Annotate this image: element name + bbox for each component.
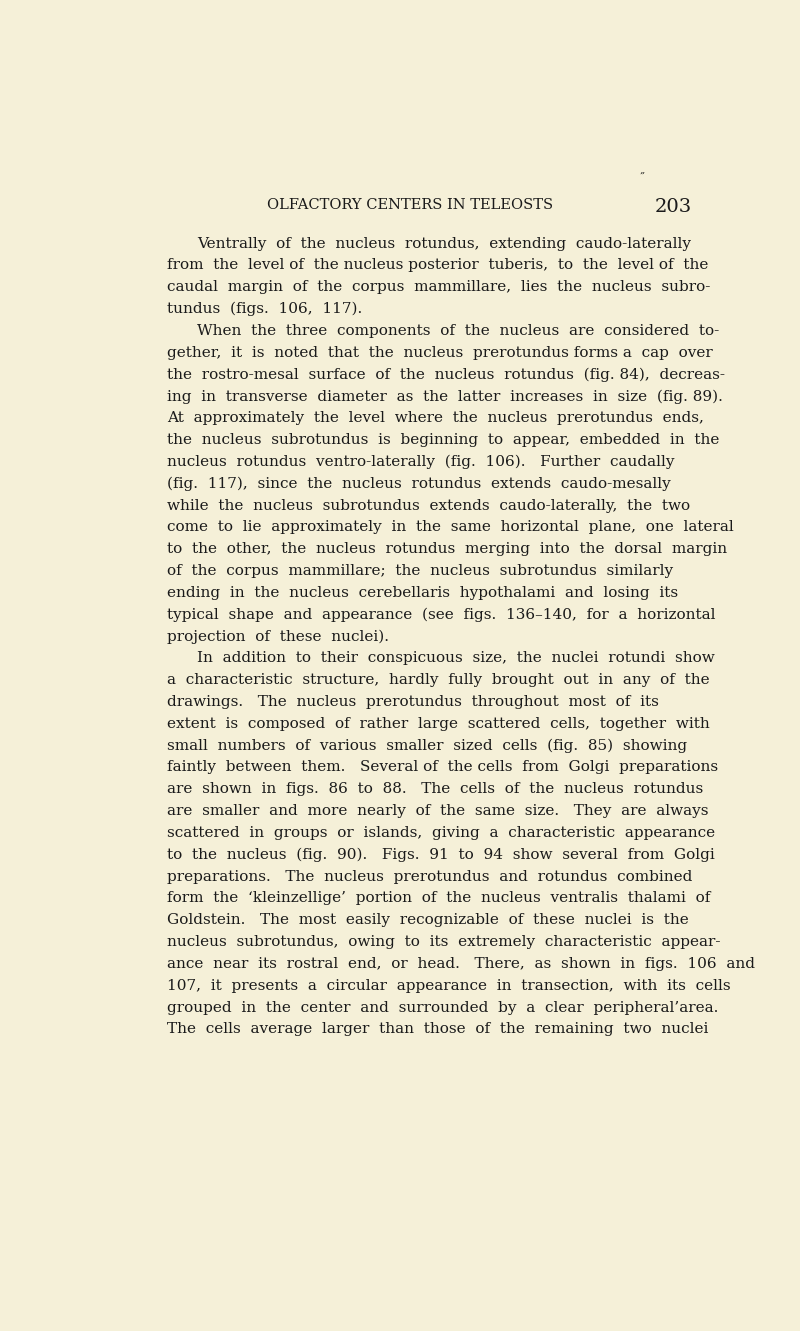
Text: are  smaller  and  more  nearly  of  the  same  size.   They  are  always: are smaller and more nearly of the same … [167,804,709,819]
Text: drawings.   The  nucleus  prerotundus  throughout  most  of  its: drawings. The nucleus prerotundus throug… [167,695,659,709]
Text: Ventrally  of  the  nucleus  rotundus,  extending  caudo-laterally: Ventrally of the nucleus rotundus, exten… [197,237,690,250]
Text: nucleus  subrotundus,  owing  to  its  extremely  characteristic  appear-: nucleus subrotundus, owing to its extrem… [167,936,721,949]
Text: caudal  margin  of  the  corpus  mammillare,  lies  the  nucleus  subro-: caudal margin of the corpus mammillare, … [167,281,710,294]
Text: form  the  ‘kleinzellige’  portion  of  the  nucleus  ventralis  thalami  of: form the ‘kleinzellige’ portion of the n… [167,892,710,905]
Text: When  the  three  components  of  the  nucleus  are  considered  to-: When the three components of the nucleus… [197,323,719,338]
Text: 107,  it  presents  a  circular  appearance  in  transection,  with  its  cells: 107, it presents a circular appearance i… [167,978,730,993]
Text: Goldstein.   The  most  easily  recognizable  of  these  nuclei  is  the: Goldstein. The most easily recognizable … [167,913,689,928]
Text: ing  in  transverse  diameter  as  the  latter  increases  in  size  (fig. 89).: ing in transverse diameter as the latter… [167,390,723,403]
Text: nucleus  rotundus  ventro-laterally  (fig.  106).   Further  caudally: nucleus rotundus ventro-laterally (fig. … [167,455,674,470]
Text: In  addition  to  their  conspicuous  size,  the  nuclei  rotundi  show: In addition to their conspicuous size, t… [197,651,714,666]
Text: of  the  corpus  mammillare;  the  nucleus  subrotundus  similarly: of the corpus mammillare; the nucleus su… [167,564,673,578]
Text: (fig.  117),  since  the  nucleus  rotundus  extends  caudo-mesally: (fig. 117), since the nucleus rotundus e… [167,476,670,491]
Text: faintly  between  them.   Several of  the cells  from  Golgi  preparations: faintly between them. Several of the cel… [167,760,718,775]
Text: scattered  in  groups  or  islands,  giving  a  characteristic  appearance: scattered in groups or islands, giving a… [167,827,715,840]
Text: to  the  nucleus  (fig.  90).   Figs.  91  to  94  show  several  from  Golgi: to the nucleus (fig. 90). Figs. 91 to 94… [167,848,714,862]
Text: 203: 203 [655,197,692,216]
Text: ”: ” [639,172,645,181]
Text: the  nucleus  subrotundus  is  beginning  to  appear,  embedded  in  the: the nucleus subrotundus is beginning to … [167,433,719,447]
Text: a  characteristic  structure,  hardly  fully  brought  out  in  any  of  the: a characteristic structure, hardly fully… [167,673,710,687]
Text: At  approximately  the  level  where  the  nucleus  prerotundus  ends,: At approximately the level where the nuc… [167,411,704,425]
Text: projection  of  these  nuclei).: projection of these nuclei). [167,630,389,644]
Text: while  the  nucleus  subrotundus  extends  caudo-laterally,  the  two: while the nucleus subrotundus extends ca… [167,499,690,512]
Text: are  shown  in  figs.  86  to  88.   The  cells  of  the  nucleus  rotundus: are shown in figs. 86 to 88. The cells o… [167,783,703,796]
Text: the  rostro-mesal  surface  of  the  nucleus  rotundus  (fig. 84),  decreas-: the rostro-mesal surface of the nucleus … [167,367,725,382]
Text: extent  is  composed  of  rather  large  scattered  cells,  together  with: extent is composed of rather large scatt… [167,717,710,731]
Text: The  cells  average  larger  than  those  of  the  remaining  two  nuclei: The cells average larger than those of t… [167,1022,708,1037]
Text: OLFACTORY CENTERS IN TELEOSTS: OLFACTORY CENTERS IN TELEOSTS [267,197,553,212]
Text: gether,  it  is  noted  that  the  nucleus  prerotundus forms a  cap  over: gether, it is noted that the nucleus pre… [167,346,713,359]
Text: grouped  in  the  center  and  surrounded  by  a  clear  peripheral’area.: grouped in the center and surrounded by … [167,1001,718,1014]
Text: small  numbers  of  various  smaller  sized  cells  (fig.  85)  showing: small numbers of various smaller sized c… [167,739,687,753]
Text: to  the  other,  the  nucleus  rotundus  merging  into  the  dorsal  margin: to the other, the nucleus rotundus mergi… [167,542,727,556]
Text: preparations.   The  nucleus  prerotundus  and  rotundus  combined: preparations. The nucleus prerotundus an… [167,869,692,884]
Text: from  the  level of  the nucleus posterior  tuberis,  to  the  level of  the: from the level of the nucleus posterior … [167,258,708,273]
Text: come  to  lie  approximately  in  the  same  horizontal  plane,  one  lateral: come to lie approximately in the same ho… [167,520,734,534]
Text: tundus  (figs.  106,  117).: tundus (figs. 106, 117). [167,302,362,317]
Text: ance  near  its  rostral  end,  or  head.   There,  as  shown  in  figs.  106  a: ance near its rostral end, or head. Ther… [167,957,755,972]
Text: typical  shape  and  appearance  (see  figs.  136–140,  for  a  horizontal: typical shape and appearance (see figs. … [167,608,715,622]
Text: ending  in  the  nucleus  cerebellaris  hypothalami  and  losing  its: ending in the nucleus cerebellaris hypot… [167,586,678,600]
